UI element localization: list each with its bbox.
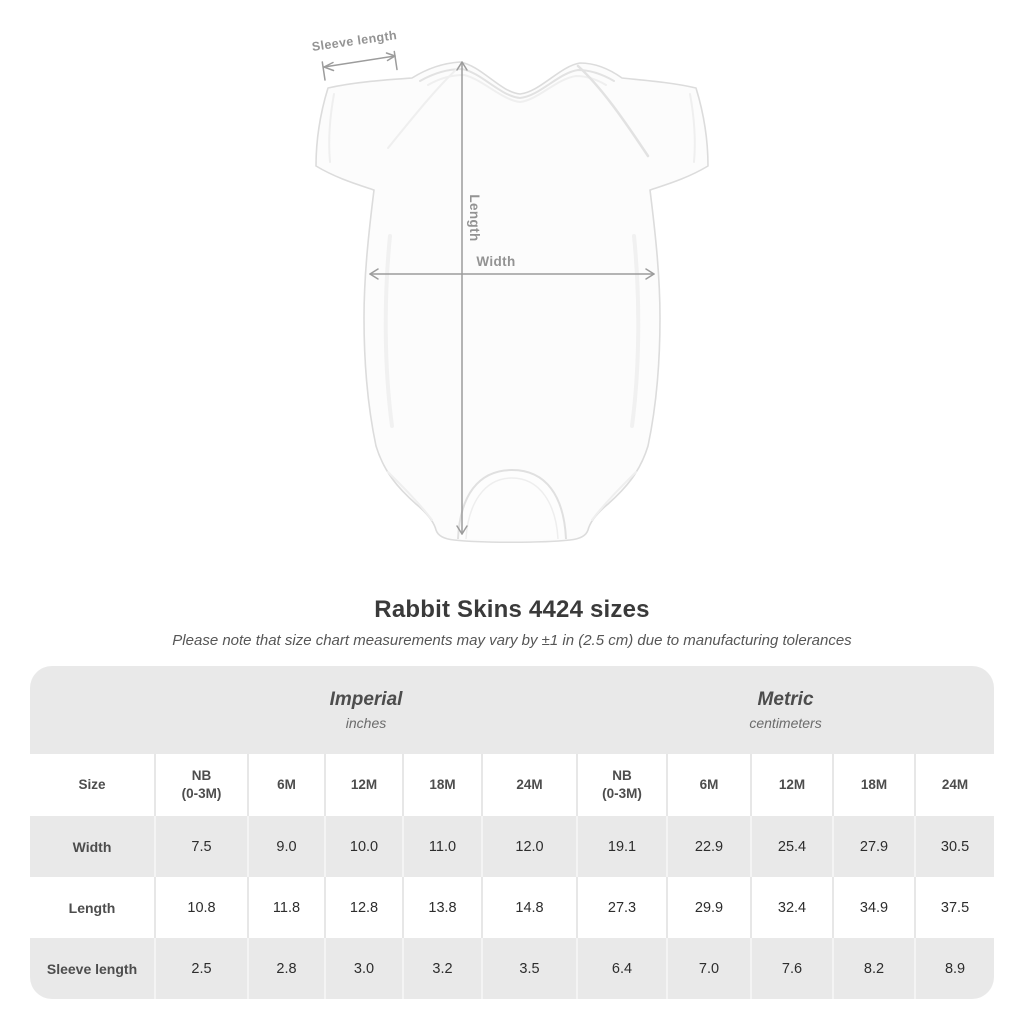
table-cell: 11.8 <box>247 877 325 938</box>
imperial-unit: inches <box>345 715 387 731</box>
table-cell: 8.2 <box>832 938 916 999</box>
right-sleeve-hem <box>689 93 696 163</box>
table-cell: 7.0 <box>666 938 752 999</box>
left-sleeve-hem <box>328 93 335 163</box>
imperial-group-header: Imperial inches <box>155 666 578 754</box>
table-cell: 6.4 <box>576 938 668 999</box>
col-header-metric-18m: 18M <box>832 754 916 816</box>
table-cell: 3.0 <box>324 938 403 999</box>
left-leg-binding <box>387 471 433 521</box>
column-header-row: Size NB (0-3M) 6M 12M 18M 24M NB (0-3M) … <box>30 754 994 816</box>
band-spacer <box>30 666 155 754</box>
sleeve-length-label: Sleeve length <box>311 28 398 54</box>
table-cell: 3.2 <box>402 938 482 999</box>
length-arrow <box>456 61 468 535</box>
page-title: Rabbit Skins 4424 sizes <box>374 596 650 623</box>
unit-group-row: Imperial inches Metric centimeters <box>30 666 994 754</box>
table-cell: 27.3 <box>576 877 668 938</box>
table-cell: 3.5 <box>480 938 578 999</box>
table-cell: 10.8 <box>154 877 248 938</box>
col-header-imperial-18m: 18M <box>402 754 482 816</box>
width-arrow <box>369 268 655 280</box>
table-cell: 30.5 <box>914 816 994 877</box>
col-header-metric-6m: 6M <box>666 754 752 816</box>
table-cell: 14.8 <box>480 877 578 938</box>
table-cell: 32.4 <box>750 877 834 938</box>
product-figure: Sleeve length Length Width <box>311 28 709 544</box>
col-header-imperial-12m: 12M <box>324 754 403 816</box>
table-cell: 7.5 <box>154 816 248 877</box>
collar-seam <box>419 67 615 100</box>
table-cell: 22.9 <box>666 816 752 877</box>
col-header-metric-nb: NB (0-3M) <box>576 754 668 816</box>
col-header-size: Size <box>78 777 106 793</box>
right-leg-binding <box>591 471 637 521</box>
sleeve-length-arrow <box>321 50 398 81</box>
tolerance-note: Please note that size chart measurements… <box>172 632 852 649</box>
table-cell: 9.0 <box>247 816 325 877</box>
table-row-length: Length 10.8 11.8 12.8 13.8 14.8 27.3 29.… <box>30 877 994 938</box>
table-cell: 2.8 <box>247 938 325 999</box>
col-header-metric-24m: 24M <box>914 754 994 816</box>
length-label: Length <box>467 194 482 241</box>
snap-flap-pouch-inner <box>465 477 559 540</box>
table-cell: 19.1 <box>576 816 668 877</box>
left-lap-shoulder-crease <box>387 65 461 149</box>
row-label-length: Length <box>30 877 155 938</box>
table-cell: 10.0 <box>324 816 403 877</box>
table-cell: 37.5 <box>914 877 994 938</box>
row-label-sleeve-length: Sleeve length <box>30 938 155 999</box>
table-cell: 12.8 <box>324 877 403 938</box>
imperial-label: Imperial <box>329 689 403 710</box>
col-header-metric-12m: 12M <box>750 754 834 816</box>
table-cell: 34.9 <box>832 877 916 938</box>
right-lap-shoulder-crease <box>576 64 650 158</box>
col-header-imperial-6m: 6M <box>247 754 325 816</box>
left-side-shading <box>383 234 394 428</box>
bodysuit-diagram: Sleeve length Length Width <box>311 28 709 544</box>
table-cell: 2.5 <box>154 938 248 999</box>
table-cell: 11.0 <box>402 816 482 877</box>
table-cell: 29.9 <box>666 877 752 938</box>
table-cell: 25.4 <box>750 816 834 877</box>
right-side-shading <box>630 234 641 428</box>
snap-flap-pouch <box>457 468 567 540</box>
table-cell: 27.9 <box>832 816 916 877</box>
row-label-width: Width <box>30 816 155 877</box>
metric-group-header: Metric centimeters <box>577 666 994 754</box>
table-cell: 8.9 <box>914 938 994 999</box>
metric-label: Metric <box>757 689 814 710</box>
table-cell: 7.6 <box>750 938 834 999</box>
width-label: Width <box>476 254 515 269</box>
collar-inner-seam <box>427 73 607 104</box>
table-row-width: Width 7.5 9.0 10.0 11.0 12.0 19.1 22.9 2… <box>30 816 994 877</box>
table-cell: 12.0 <box>480 816 578 877</box>
size-table: Imperial inches Metric centimeters Size … <box>30 666 994 999</box>
metric-unit: centimeters <box>749 715 822 731</box>
col-header-imperial-24m: 24M <box>480 754 578 816</box>
table-cell: 13.8 <box>402 877 482 938</box>
table-row-sleeve-length: Sleeve length 2.5 2.8 3.0 3.2 3.5 6.4 7.… <box>30 938 994 999</box>
col-header-imperial-nb: NB (0-3M) <box>154 754 248 816</box>
